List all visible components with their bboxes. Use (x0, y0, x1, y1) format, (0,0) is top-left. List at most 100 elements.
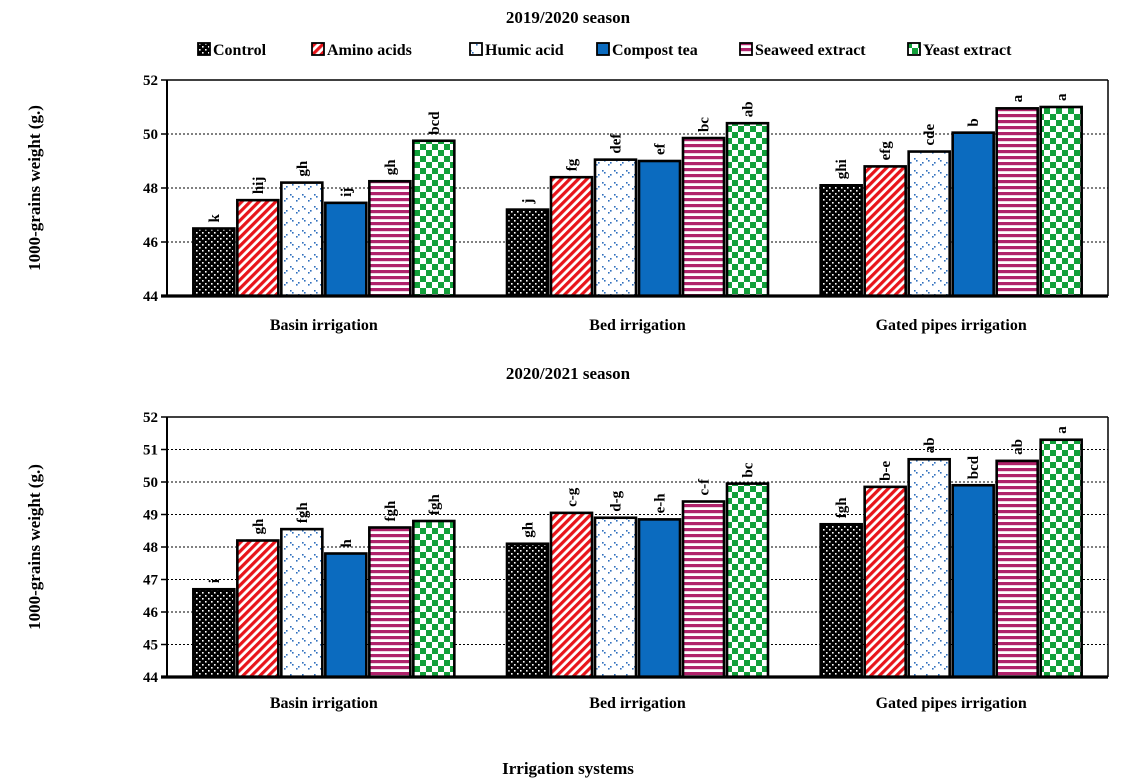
bar-significance-label: efg (878, 141, 894, 161)
bar (507, 210, 548, 296)
bar (727, 484, 768, 677)
bar-significance-label: bc (741, 462, 757, 477)
bar (595, 518, 636, 677)
bar (821, 185, 862, 296)
bar (727, 123, 768, 296)
bar (237, 541, 278, 678)
bar-significance-label: d-g (609, 490, 625, 511)
bar (1041, 107, 1082, 296)
bar-significance-label: i (207, 579, 223, 583)
y-tick-label: 45 (143, 638, 158, 654)
bar-significance-label: bcd (966, 455, 982, 479)
bar-significance-label: gh (521, 521, 537, 538)
bar (953, 133, 994, 296)
x-category-label: Gated pipes irrigation (876, 317, 1027, 334)
bar-significance-label: ab (1010, 439, 1026, 455)
bar (997, 461, 1038, 677)
bar-significance-label: h (339, 539, 355, 548)
chart-title: 2019/2020 season (506, 8, 631, 27)
bar (953, 485, 994, 677)
bar (997, 108, 1038, 296)
y-tick-label: 50 (143, 475, 158, 491)
y-tick-label: 49 (143, 508, 158, 524)
bar-significance-label: e-h (653, 493, 669, 514)
y-tick-label: 52 (143, 410, 158, 426)
legend-label: Seaweed extract (755, 42, 866, 59)
bar (413, 141, 454, 296)
legend-label: Compost tea (612, 42, 698, 59)
y-tick-label: 47 (143, 573, 159, 589)
bar-significance-label: ij (339, 188, 355, 197)
legend-label: Yeast extract (923, 42, 1012, 59)
bar-significance-label: b-e (878, 461, 894, 481)
bar-significance-label: gh (295, 160, 311, 177)
bar (325, 554, 366, 678)
legend-swatch (470, 43, 482, 55)
y-tick-label: 48 (143, 181, 158, 197)
bar-significance-label: fgh (383, 500, 399, 521)
bar-significance-label: a (1054, 93, 1070, 101)
bar-significance-label: ab (741, 101, 757, 117)
bar (909, 459, 950, 677)
legend: Control Amino acids Humic acid Compost tea S… (198, 42, 1012, 59)
bar (639, 519, 680, 677)
bar (683, 502, 724, 678)
legend-swatch (198, 43, 210, 55)
bar-significance-label: hij (251, 177, 267, 195)
legend-swatch (908, 43, 920, 55)
bar-significance-label: gh (251, 518, 267, 535)
bar (909, 152, 950, 296)
bar-significance-label: c-f (697, 478, 713, 496)
y-tick-label: 44 (143, 670, 159, 686)
bar-significance-label: fg (565, 158, 581, 171)
bar (193, 229, 234, 297)
bar (1041, 440, 1082, 677)
bar-significance-label: bcd (427, 111, 443, 135)
bar-significance-label: a (1054, 426, 1070, 434)
bar-significance-label: j (521, 199, 537, 205)
bar (821, 524, 862, 677)
y-tick-label: 46 (143, 605, 159, 621)
bar (865, 487, 906, 677)
bar-significance-label: k (207, 214, 223, 223)
bar-significance-label: c-g (565, 487, 581, 507)
x-category-label: Basin irrigation (270, 317, 378, 334)
bar (683, 138, 724, 296)
chart-panel-2019-2020: 2019/2020 season 1000-grains weight (g.) 4… (25, 8, 1108, 334)
bar-significance-label: b (966, 118, 982, 126)
chart-title: 2020/2021 season (506, 364, 631, 383)
legend-swatch (740, 43, 752, 55)
x-category-label: Bed irrigation (589, 317, 686, 334)
x-category-label: Gated pipes irrigation (876, 695, 1027, 712)
bar-significance-label: fgh (295, 502, 311, 523)
bar-significance-label: fgh (834, 497, 850, 518)
y-tick-label: 52 (143, 73, 158, 89)
bar (325, 203, 366, 296)
legend-label: Control (213, 42, 267, 59)
bar-significance-label: def (609, 133, 625, 154)
y-tick-label: 50 (143, 127, 158, 143)
x-category-label: Basin irrigation (270, 695, 378, 712)
y-tick-label: 48 (143, 540, 158, 556)
bar-significance-label: cde (922, 124, 938, 146)
bar (237, 200, 278, 296)
x-axis-title: Irrigation systems (502, 759, 634, 778)
y-axis-title: 1000-grains weight (g.) (25, 105, 44, 271)
legend-swatch (597, 43, 609, 55)
bar-significance-label: fgh (427, 494, 443, 515)
bar (413, 521, 454, 677)
bar (369, 181, 410, 296)
y-axis-title: 1000-grains weight (g.) (25, 464, 44, 630)
bar-significance-label: ef (653, 142, 669, 155)
legend-swatch (312, 43, 324, 55)
bar (551, 177, 592, 296)
x-category-label: Bed irrigation (589, 695, 686, 712)
bar (595, 160, 636, 296)
bar (193, 589, 234, 677)
bar (551, 513, 592, 677)
bar (281, 529, 322, 677)
bar (369, 528, 410, 678)
chart-panel-2020-2021: 2020/2021 season 1000-grains weight (g.) 4… (25, 364, 1108, 712)
y-tick-label: 51 (143, 443, 158, 459)
